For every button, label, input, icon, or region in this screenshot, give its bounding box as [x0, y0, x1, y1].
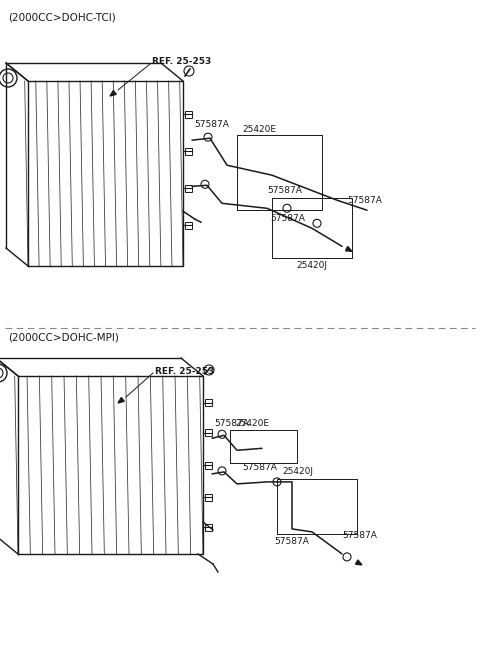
Text: (2000CC>DOHC-MPI): (2000CC>DOHC-MPI) — [8, 332, 119, 342]
Bar — [205, 462, 212, 468]
Text: 57587A: 57587A — [194, 119, 229, 129]
Polygon shape — [110, 91, 116, 96]
Text: 57587A: 57587A — [270, 214, 305, 223]
Bar — [185, 148, 192, 155]
Bar — [185, 111, 192, 118]
Text: 25420J: 25420J — [282, 467, 313, 476]
Polygon shape — [346, 247, 352, 251]
Bar — [205, 523, 212, 531]
Text: REF. 25-253: REF. 25-253 — [155, 367, 214, 375]
Text: 57587A: 57587A — [242, 463, 277, 472]
Text: 57587A: 57587A — [214, 419, 249, 428]
Text: 25420E: 25420E — [242, 125, 276, 134]
Text: 25420J: 25420J — [297, 261, 327, 270]
Polygon shape — [118, 398, 124, 403]
Text: 25420E: 25420E — [235, 419, 269, 428]
Text: 57587A: 57587A — [267, 186, 302, 195]
Text: (2000CC>DOHC-TCI): (2000CC>DOHC-TCI) — [8, 12, 116, 22]
Bar — [205, 400, 212, 406]
Text: 57587A: 57587A — [347, 195, 382, 205]
Text: 57587A: 57587A — [274, 537, 309, 546]
Text: 57587A: 57587A — [342, 531, 377, 541]
Text: REF. 25-253: REF. 25-253 — [152, 58, 211, 66]
Bar — [205, 430, 212, 436]
Bar — [185, 185, 192, 192]
Bar — [205, 493, 212, 501]
Bar — [185, 222, 192, 229]
Polygon shape — [356, 560, 362, 565]
